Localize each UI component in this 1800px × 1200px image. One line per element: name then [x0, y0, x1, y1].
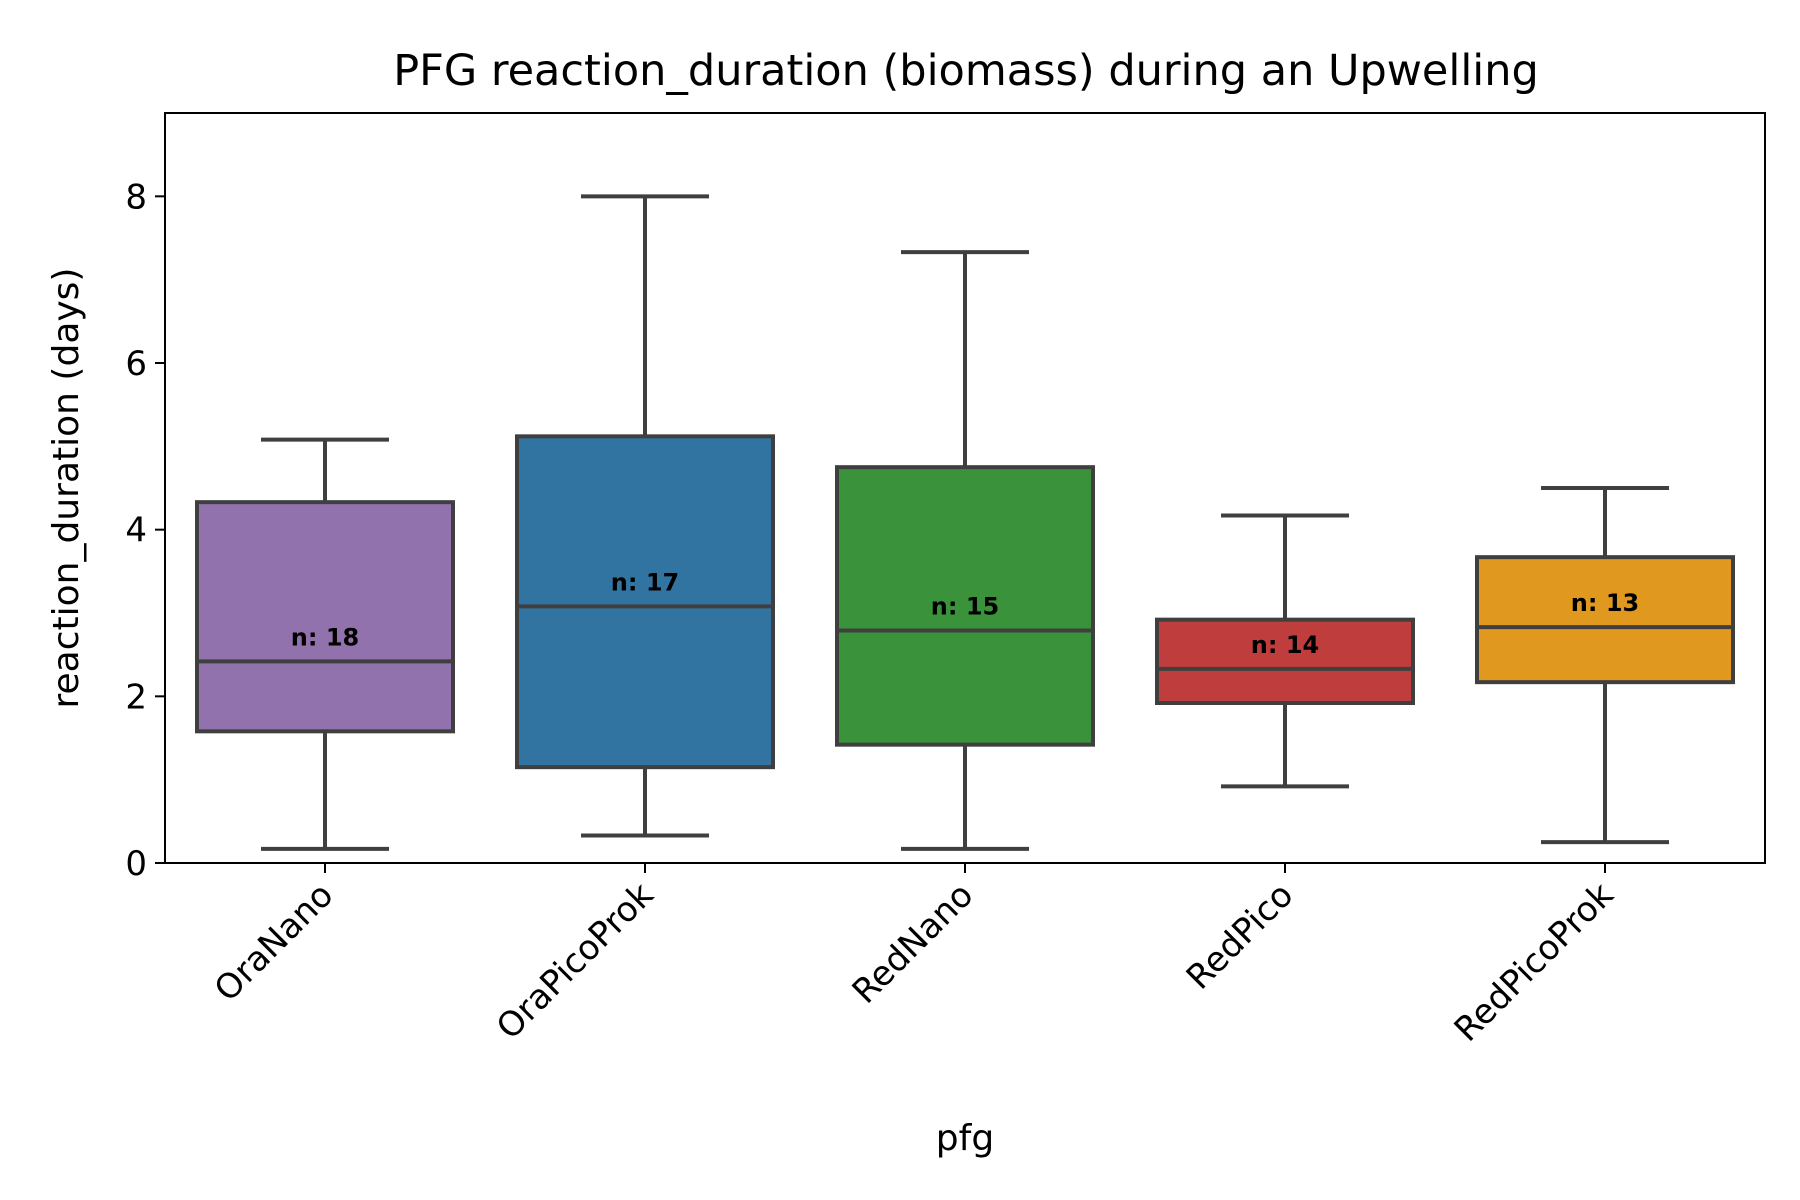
x-tick-label: OraNano — [207, 875, 341, 1009]
sample-count-label: n: 18 — [291, 623, 359, 651]
y-axis: 0 2 4 6 8 — [125, 177, 165, 884]
x-tick-label: RedPicoProk — [1447, 875, 1622, 1050]
sample-count-label: n: 17 — [611, 568, 679, 596]
x-axis-label: pfg — [936, 1118, 994, 1159]
box-RedPicoProk — [1475, 555, 1735, 685]
box-RedNano — [835, 465, 1095, 747]
box-OraPicoProk — [515, 434, 775, 770]
x-tick-label: OraPicoProk — [489, 875, 662, 1048]
y-tick-label: 6 — [125, 344, 147, 384]
y-tick-label: 8 — [125, 177, 147, 217]
sample-count-label: n: 14 — [1251, 631, 1319, 659]
box-OraNano — [195, 500, 455, 734]
boxes-group: n: 18 n: 17 n: 15 n: 14 n: 13 — [195, 194, 1735, 851]
y-tick-label: 2 — [125, 677, 147, 717]
box-RedPico — [1155, 617, 1415, 706]
chart-title: PFG reaction_duration (biomass) during a… — [393, 46, 1539, 96]
x-tick-label: RedNano — [845, 875, 982, 1012]
y-axis-label: reaction_duration (days) — [46, 268, 87, 709]
sample-count-label: n: 13 — [1571, 589, 1639, 617]
y-tick-label: 0 — [125, 844, 147, 884]
x-tick-label: RedPico — [1179, 875, 1302, 998]
sample-count-label: n: 15 — [931, 593, 999, 621]
y-tick-label: 4 — [125, 511, 147, 551]
x-axis: OraNano OraPicoProk RedNano RedPico RedPicoP… — [207, 863, 1622, 1050]
